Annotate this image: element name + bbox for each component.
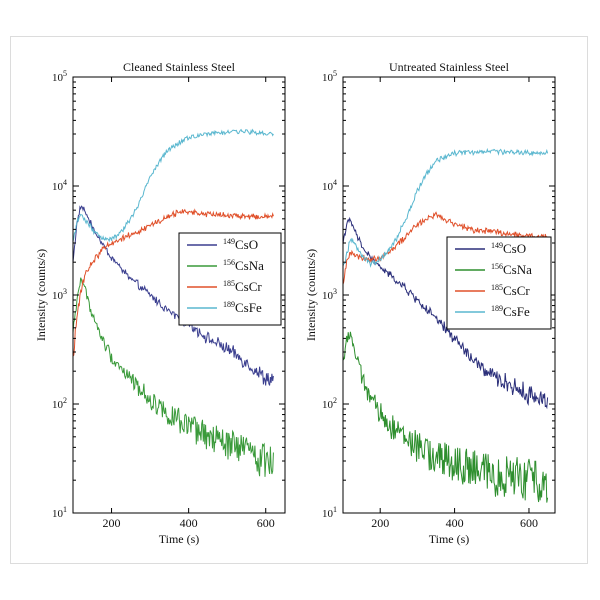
legend — [446, 236, 552, 330]
legend-label-csfe: 189CsFe — [223, 300, 262, 315]
legend-label-csfe: 189CsFe — [491, 304, 530, 319]
legend — [178, 232, 282, 326]
series-line-csna — [343, 331, 549, 503]
series-line-cso — [343, 216, 549, 410]
y-tick-label: 101 — [52, 505, 67, 520]
legend-label-csna: 156CsNa — [491, 262, 532, 277]
y-tick-label: 101 — [322, 505, 337, 520]
legend-label-cso: 149CsO — [223, 237, 258, 252]
x-tick-label: 600 — [520, 516, 538, 530]
y-tick-label: 102 — [322, 396, 337, 411]
x-tick-label: 400 — [180, 516, 198, 530]
y-tick-label: 104 — [322, 178, 337, 193]
y-tick-label: 104 — [52, 178, 67, 193]
x-tick-label: 600 — [257, 516, 275, 530]
legend-label-cso: 149CsO — [491, 241, 526, 256]
series-line-csfe — [73, 128, 274, 243]
x-axis-label: Time (s) — [159, 532, 200, 546]
figure-canvas: 200 400 600 101 102 103 104 105 Cleaned Stainles… — [34, 60, 556, 546]
chart-title: Untreated Stainless Steel — [389, 60, 510, 74]
series-line-cso — [73, 205, 274, 386]
chart-title: Cleaned Stainless Steel — [123, 60, 236, 74]
y-tick-label: 103 — [322, 287, 337, 302]
x-tick-label: 200 — [371, 516, 389, 530]
x-tick-label: 200 — [103, 516, 121, 530]
y-tick-label: 105 — [322, 69, 337, 84]
y-tick-label: 103 — [52, 287, 67, 302]
chart-panel-2: 200 400 600 101 102 103 104 105 Untreated Stainl… — [304, 60, 556, 546]
chart-panel-1: 200 400 600 101 102 103 104 105 Cleaned Stainles… — [34, 60, 286, 546]
legend-label-cscr: 185CsCr — [491, 283, 530, 298]
series-line-csna — [73, 277, 274, 477]
y-tick-label: 105 — [52, 69, 67, 84]
x-axis-label: Time (s) — [429, 532, 470, 546]
legend-label-csna: 156CsNa — [223, 258, 264, 273]
figure-frame: 200 400 600 101 102 103 104 105 Cleaned Stainles… — [10, 36, 588, 564]
x-tick-label: 400 — [446, 516, 464, 530]
y-tick-label: 102 — [52, 396, 67, 411]
series-line-csfe — [343, 147, 549, 268]
series-line-cscr — [343, 211, 549, 285]
legend-label-cscr: 185CsCr — [223, 279, 262, 294]
series-line-cscr — [73, 208, 274, 357]
y-axis-label: Intensity (counts/s) — [304, 249, 318, 341]
y-axis-label: Intensity (counts/s) — [34, 249, 48, 341]
